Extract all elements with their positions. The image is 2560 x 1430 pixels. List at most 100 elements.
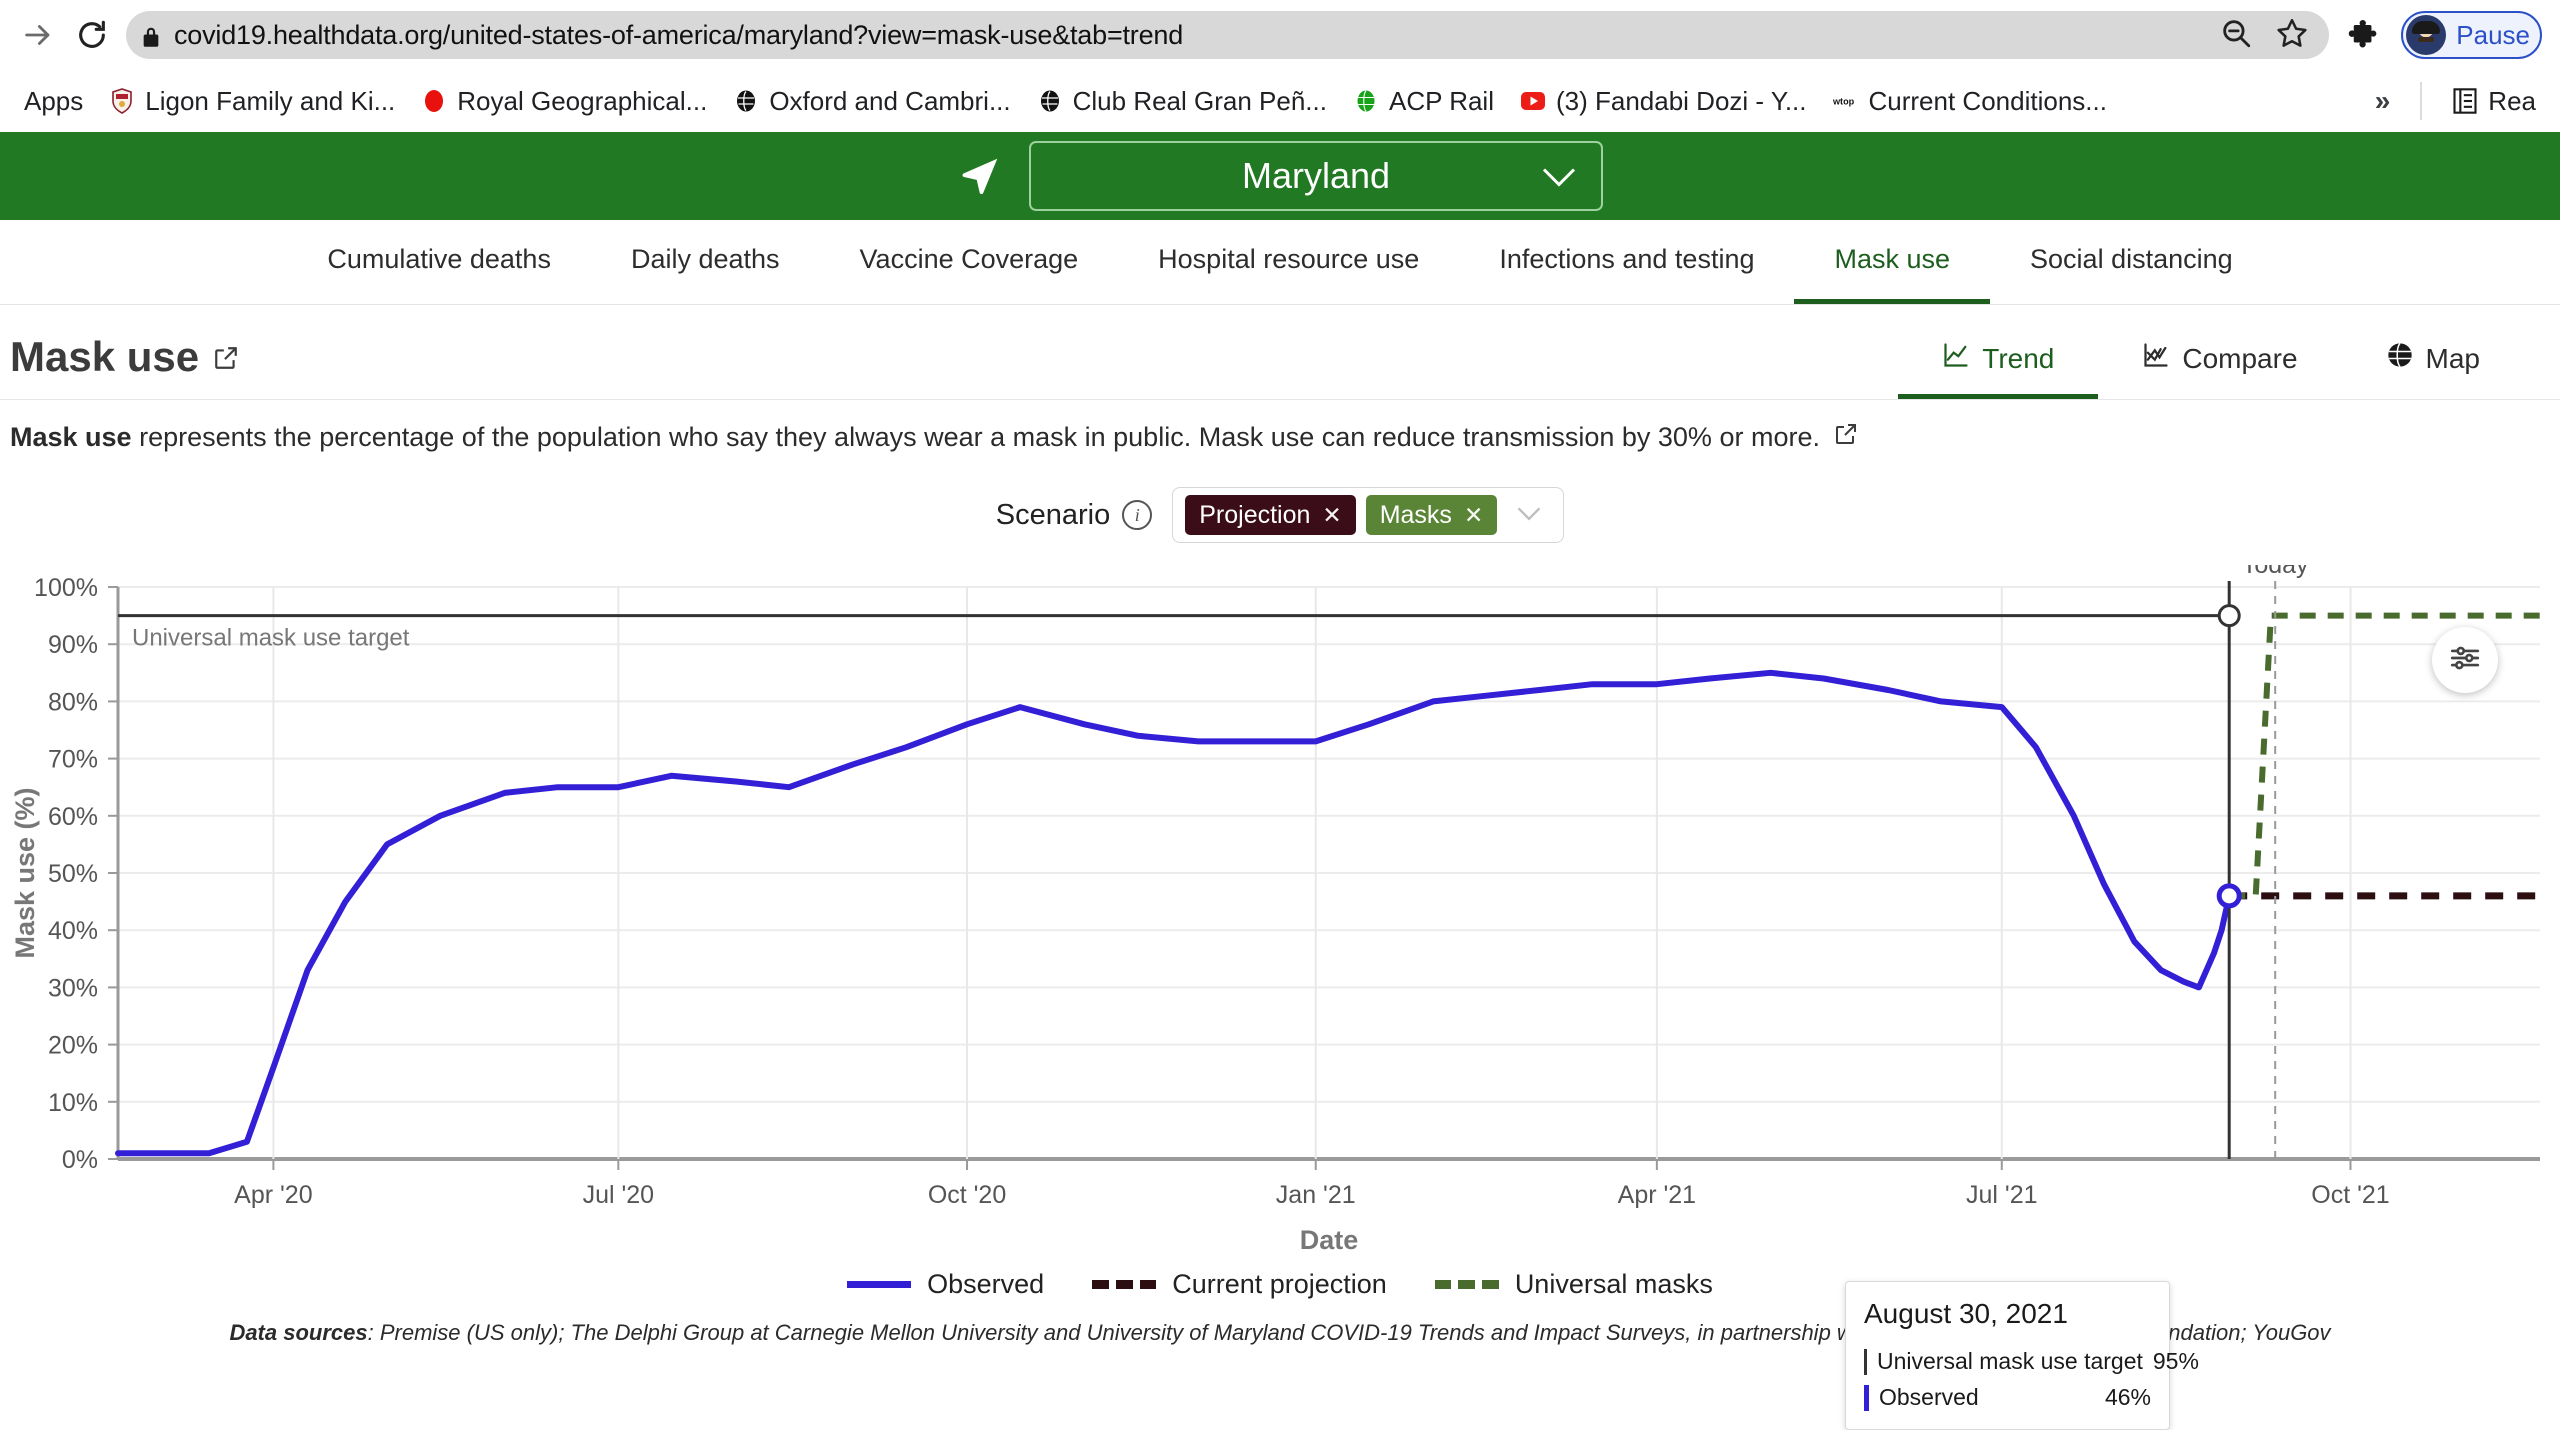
chart-legend: Observed Current projection Universal ma… bbox=[0, 1269, 2560, 1300]
external-link-icon[interactable] bbox=[213, 333, 239, 381]
legend-swatch bbox=[1434, 1280, 1499, 1289]
y-tick-label: 90% bbox=[48, 631, 98, 659]
compare-chart-icon bbox=[2142, 341, 2170, 376]
x-tick-label: Oct '20 bbox=[928, 1181, 1006, 1209]
nav-tab-infections-and-testing[interactable]: Infections and testing bbox=[1499, 244, 1755, 274]
legend-label: Observed bbox=[927, 1269, 1045, 1299]
scenario-label-text: Scenario bbox=[995, 498, 1111, 531]
scenario-multiselect[interactable]: Projection ✕ Masks ✕ bbox=[1172, 487, 1565, 543]
nav-tab-daily-deaths[interactable]: Daily deaths bbox=[630, 244, 780, 274]
bookmark-label: Oxford and Cambri... bbox=[769, 85, 1011, 116]
bookmark-item[interactable]: Oxford and Cambri... bbox=[723, 82, 1020, 121]
close-icon[interactable]: ✕ bbox=[1463, 501, 1484, 528]
bookmark-item[interactable]: Royal Geographical... bbox=[411, 82, 717, 121]
red-circle-icon bbox=[421, 88, 447, 114]
bookmarks-overflow-button[interactable]: » bbox=[2374, 85, 2391, 116]
legend-item-current-projection[interactable]: Current projection bbox=[1092, 1269, 1387, 1300]
universal-masks-line bbox=[2229, 612, 2540, 899]
page-title: Mask use bbox=[10, 333, 239, 399]
description-bold: Mask use bbox=[10, 422, 132, 452]
observed-marker bbox=[2216, 883, 2242, 909]
chip-label: Projection bbox=[1199, 500, 1311, 529]
forward-arrow-icon[interactable] bbox=[18, 15, 58, 55]
today-label: Today bbox=[2242, 565, 2309, 579]
y-tick-label: 70% bbox=[48, 746, 98, 774]
reading-list-label: Rea bbox=[2488, 85, 2536, 116]
x-tick-label: Apr '21 bbox=[1618, 1181, 1696, 1209]
profile-button[interactable]: Pause bbox=[2401, 11, 2542, 59]
tooltip-series-name: Observed bbox=[1879, 1384, 1979, 1410]
location-arrow-icon[interactable] bbox=[957, 153, 1003, 199]
state-name: Maryland bbox=[1241, 155, 1391, 196]
crest-icon bbox=[109, 88, 135, 114]
observed-line bbox=[115, 669, 2233, 1157]
wtop-icon: wtop bbox=[1833, 88, 1859, 114]
chip-label: Masks bbox=[1379, 500, 1452, 529]
info-icon[interactable]: i bbox=[1122, 500, 1153, 530]
legend-item-universal-masks[interactable]: Universal masks bbox=[1434, 1269, 1713, 1300]
chevron-down-icon[interactable] bbox=[1507, 504, 1551, 527]
y-tick-label: 10% bbox=[48, 1089, 98, 1117]
scenario-chip-masks[interactable]: Masks ✕ bbox=[1365, 495, 1498, 535]
universal-mask-target-label: Universal mask use target bbox=[132, 625, 410, 652]
x-axis-title: Date bbox=[1300, 1225, 1359, 1255]
view-tab-label: Trend bbox=[1982, 342, 2055, 374]
chart-settings-button[interactable] bbox=[2432, 627, 2498, 693]
reload-icon[interactable] bbox=[72, 15, 112, 55]
nav-tab-social-distancing[interactable]: Social distancing bbox=[2030, 244, 2233, 274]
x-tick-label: Jan '21 bbox=[1276, 1181, 1356, 1209]
y-tick-label: 100% bbox=[34, 574, 98, 602]
nav-tab-cumulative-deaths[interactable]: Cumulative deaths bbox=[327, 244, 551, 274]
nav-tab-mask-use[interactable]: Mask use bbox=[1794, 220, 1991, 304]
tooltip-swatch bbox=[1864, 1384, 1869, 1411]
avatar bbox=[2406, 15, 2447, 55]
browser-toolbar: covid19.healthdata.org/united-states-of-… bbox=[0, 0, 2560, 70]
line-chart-icon bbox=[1942, 341, 1970, 376]
y-tick-label: 30% bbox=[48, 974, 98, 1002]
view-tab-label: Map bbox=[2425, 342, 2480, 374]
apps-label: Apps bbox=[24, 85, 84, 116]
globe-icon bbox=[733, 88, 759, 114]
legend-swatch bbox=[847, 1281, 912, 1288]
external-link-icon[interactable] bbox=[1834, 422, 1858, 453]
address-bar[interactable]: covid19.healthdata.org/united-states-of-… bbox=[126, 11, 2330, 59]
puzzle-piece-icon[interactable] bbox=[2343, 13, 2387, 57]
zoom-out-icon[interactable] bbox=[2219, 16, 2253, 55]
y-tick-label: 50% bbox=[48, 860, 98, 888]
bookmark-label: Ligon Family and Ki... bbox=[145, 85, 396, 116]
main-nav: Cumulative deaths Daily deaths Vaccine C… bbox=[0, 220, 2560, 305]
youtube-icon bbox=[1520, 88, 1546, 114]
chart-tooltip: August 30, 2021 Universal mask use targe… bbox=[1845, 1281, 2199, 1430]
legend-item-observed[interactable]: Observed bbox=[847, 1269, 1044, 1300]
scenario-chip-projection[interactable]: Projection ✕ bbox=[1185, 495, 1356, 535]
lock-icon bbox=[142, 26, 160, 47]
bookmark-apps[interactable]: Apps bbox=[14, 82, 93, 121]
x-tick-label: Oct '21 bbox=[2311, 1181, 2389, 1209]
page-description: Mask use represents the percentage of th… bbox=[0, 400, 2560, 453]
star-icon[interactable] bbox=[2275, 16, 2309, 55]
globe-icon bbox=[1037, 88, 1063, 114]
bookmark-item[interactable]: (3) Fandabi Dozi - Y... bbox=[1510, 82, 1817, 121]
nav-tab-vaccine-coverage[interactable]: Vaccine Coverage bbox=[859, 244, 1079, 274]
legend-label: Universal masks bbox=[1514, 1269, 1713, 1299]
bookmark-item[interactable]: Ligon Family and Ki... bbox=[99, 82, 405, 121]
state-selector[interactable]: Maryland bbox=[1029, 141, 1603, 211]
page-title-text: Mask use bbox=[10, 333, 200, 380]
svg-text:wtop: wtop bbox=[1833, 96, 1855, 106]
view-tab-compare[interactable]: Compare bbox=[2098, 327, 2341, 399]
legend-label: Current projection bbox=[1172, 1269, 1387, 1299]
bookmark-item[interactable]: ACP Rail bbox=[1343, 82, 1504, 121]
reading-list-icon bbox=[2452, 88, 2478, 114]
close-icon[interactable]: ✕ bbox=[1322, 501, 1342, 528]
bookmark-item[interactable]: wtop Current Conditions... bbox=[1823, 82, 2117, 121]
view-tab-trend[interactable]: Trend bbox=[1898, 327, 2099, 399]
y-tick-label: 80% bbox=[48, 688, 98, 716]
tooltip-row: Observed 46% bbox=[1864, 1384, 2151, 1411]
reading-list-button[interactable]: Rea bbox=[2442, 82, 2546, 121]
profile-name: Pause bbox=[2456, 19, 2530, 50]
nav-tab-hospital-resource-use[interactable]: Hospital resource use bbox=[1158, 244, 1420, 274]
mask-use-trend-chart[interactable]: 0% 10% 20% 30% 40% 50% 60% 70% 80% 90% 100% Mask us… bbox=[0, 565, 2560, 1265]
view-tab-map[interactable]: Map bbox=[2342, 327, 2524, 399]
x-tick-label: Apr '20 bbox=[234, 1181, 312, 1209]
bookmark-item[interactable]: Club Real Gran Peñ... bbox=[1027, 82, 1337, 121]
